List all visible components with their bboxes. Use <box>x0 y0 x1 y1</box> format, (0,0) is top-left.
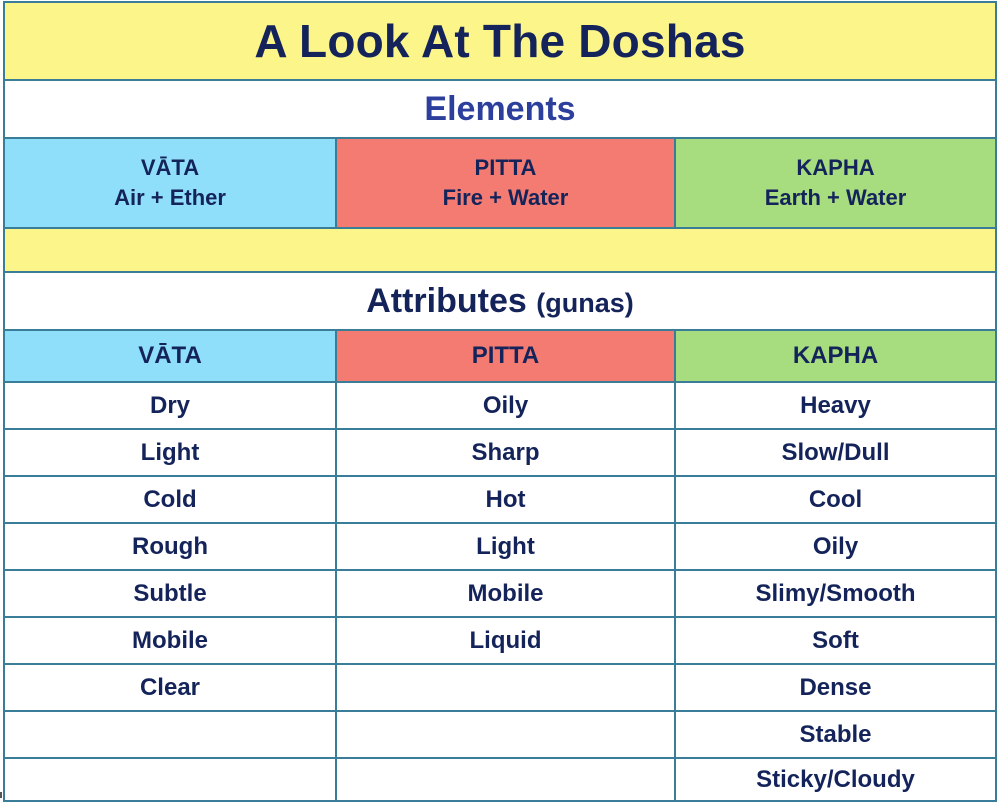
pitta-name: PITTA <box>474 155 537 180</box>
pitta-header-text: PITTA <box>471 342 540 369</box>
pitta-elements-cell: PITTA Fire + Water <box>337 139 676 227</box>
kapha-attribute: Cool <box>808 485 863 513</box>
pitta-attribute: Hot <box>485 485 526 513</box>
kapha-attribute: Oily <box>812 532 859 560</box>
pitta-attribute: Oily <box>482 391 529 419</box>
vata-attribute: Cold <box>143 485 197 513</box>
vata-attribute: Dry <box>149 391 191 419</box>
table-cell: Mobile <box>5 618 337 663</box>
kapha-attribute: Sticky/Cloudy <box>756 765 915 793</box>
table-cell <box>337 759 676 800</box>
elements-heading-text: Elements <box>424 89 576 128</box>
table-row: Light Sharp Slow/Dull <box>5 430 995 477</box>
table-cell <box>5 712 337 757</box>
table-cell: Liquid <box>337 618 676 663</box>
table-cell: Subtle <box>5 571 337 616</box>
pitta-elements: Fire + Water <box>442 185 569 210</box>
pitta-attribute: Mobile <box>467 579 544 607</box>
spacer-row <box>5 229 995 273</box>
table-cell: Sharp <box>337 430 676 475</box>
kapha-attribute: Heavy <box>800 391 871 419</box>
kapha-attribute: Dense <box>799 673 872 701</box>
table-row: Subtle Mobile Slimy/Smooth <box>5 571 995 618</box>
table-cell: Cool <box>676 477 995 522</box>
table-cell: Light <box>5 430 337 475</box>
attributes-sub: (gunas) <box>536 287 634 318</box>
vata-elements-cell: VĀTA Air + Ether <box>5 139 337 227</box>
elements-row: VĀTA Air + Ether PITTA Fire + Water KAPH… <box>5 139 995 229</box>
table-cell: Dense <box>676 665 995 710</box>
pitta-header: PITTA <box>337 331 676 381</box>
table-row: Stable <box>5 712 995 759</box>
attributes-heading: Attributes (gunas) <box>5 273 995 329</box>
kapha-attribute: Stable <box>799 720 872 748</box>
table-cell: Heavy <box>676 383 995 428</box>
kapha-attribute: Slimy/Smooth <box>755 579 916 607</box>
page-title: A Look At The Doshas <box>5 3 995 79</box>
table-cell: Sticky/Cloudy <box>676 759 995 800</box>
attributes-label: Attributes <box>366 281 527 320</box>
table-cell: Dry <box>5 383 337 428</box>
attributes-header-row: VĀTA PITTA KAPHA <box>5 331 995 383</box>
table-cell <box>337 665 676 710</box>
table-cell: Oily <box>337 383 676 428</box>
pitta-attribute: Light <box>476 532 535 560</box>
vata-header: VĀTA <box>5 331 337 381</box>
title-row: A Look At The Doshas <box>5 3 995 81</box>
attributes-heading-text: Attributes (gunas) <box>366 282 634 321</box>
table-cell: Hot <box>337 477 676 522</box>
table-cell: Oily <box>676 524 995 569</box>
table-cell: Soft <box>676 618 995 663</box>
doshas-table: A Look At The Doshas Elements VĀTA Air +… <box>3 1 997 802</box>
vata-header-text: VĀTA <box>138 342 202 369</box>
kapha-name: KAPHA <box>796 155 875 180</box>
table-cell: Cold <box>5 477 337 522</box>
table-cell: Light <box>337 524 676 569</box>
table-cell <box>5 759 337 800</box>
vata-elements: Air + Ether <box>114 185 226 210</box>
table-row: Clear Dense <box>5 665 995 712</box>
edge-mark <box>0 792 2 798</box>
table-cell: Stable <box>676 712 995 757</box>
pitta-attribute: Sharp <box>471 438 540 466</box>
vata-attribute: Clear <box>139 673 201 701</box>
pitta-attribute: Liquid <box>469 626 542 654</box>
table-row: Mobile Liquid Soft <box>5 618 995 665</box>
table-cell: Slow/Dull <box>676 430 995 475</box>
table-cell: Rough <box>5 524 337 569</box>
vata-attribute: Mobile <box>132 626 208 654</box>
kapha-header: KAPHA <box>676 331 995 381</box>
elements-heading: Elements <box>5 81 995 137</box>
table-cell <box>337 712 676 757</box>
attributes-heading-row: Attributes (gunas) <box>5 273 995 331</box>
table-row: Rough Light Oily <box>5 524 995 571</box>
table-cell: Mobile <box>337 571 676 616</box>
kapha-header-text: KAPHA <box>792 342 879 369</box>
vata-attribute: Light <box>140 438 200 466</box>
vata-name: VĀTA <box>140 155 200 180</box>
spacer-cell <box>5 229 995 271</box>
kapha-attribute: Slow/Dull <box>781 438 890 466</box>
table-row: Dry Oily Heavy <box>5 383 995 430</box>
kapha-elements-cell: KAPHA Earth + Water <box>676 139 995 227</box>
table-cell: Clear <box>5 665 337 710</box>
kapha-attribute: Soft <box>812 626 859 654</box>
page-title-text: A Look At The Doshas <box>254 15 746 67</box>
table-cell: Slimy/Smooth <box>676 571 995 616</box>
vata-attribute: Subtle <box>133 579 207 607</box>
vata-attribute: Rough <box>132 532 208 560</box>
elements-heading-row: Elements <box>5 81 995 139</box>
table-row: Cold Hot Cool <box>5 477 995 524</box>
table-row: Sticky/Cloudy <box>5 759 995 800</box>
kapha-elements: Earth + Water <box>764 185 907 210</box>
